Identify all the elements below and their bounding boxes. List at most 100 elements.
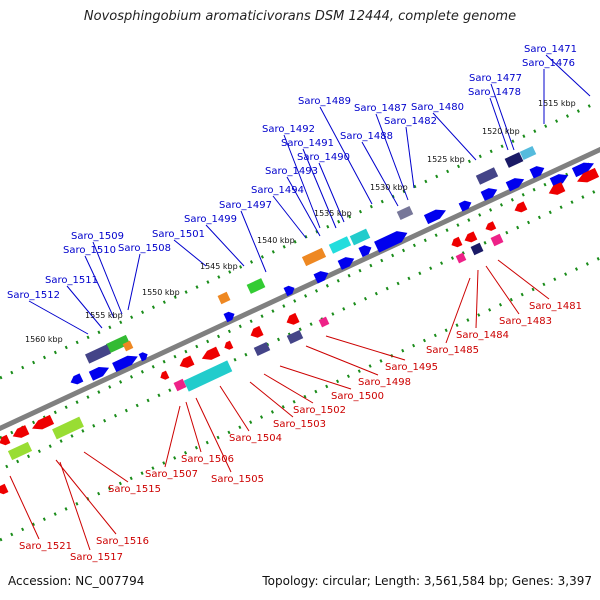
forward-gene-arrow <box>223 311 235 323</box>
upper-leader-line <box>240 210 267 273</box>
upper-gene-label: Saro_1489 <box>298 96 351 107</box>
forward-gene-arrow <box>374 231 408 253</box>
lower-leader-line <box>9 475 40 540</box>
lower-gene-label: Saro_1517 <box>70 552 123 563</box>
feature-box <box>519 145 537 161</box>
upper-leader-line <box>28 300 89 335</box>
lower-leader-line <box>485 265 520 315</box>
lower-leader-line <box>185 401 202 453</box>
scale-label: 1520 kbp <box>482 127 520 136</box>
forward-gene-arrow <box>358 245 372 258</box>
feature-box <box>286 329 304 345</box>
upper-leader-line <box>286 176 321 237</box>
upper-leader-line <box>318 162 345 223</box>
scale-label: 1550 kbp <box>142 288 180 297</box>
lower-leader-line <box>249 381 294 418</box>
lower-gene-label: Saro_1485 <box>426 345 479 356</box>
upper-gene-label: Saro_1508 <box>118 243 171 254</box>
upper-leader-line <box>127 253 141 311</box>
scale-label: 1535 kbp <box>314 209 352 218</box>
upper-leader-line <box>66 285 103 329</box>
upper-leader-line <box>489 97 509 151</box>
upper-gene-label: Saro_1471 <box>524 44 577 55</box>
lower-leader-line <box>219 385 250 432</box>
leader-layer <box>9 54 591 551</box>
upper-leader-line <box>545 54 591 97</box>
lower-gene-label: Saro_1503 <box>273 419 326 430</box>
track-dots <box>0 100 599 380</box>
lower-leader-line <box>83 451 129 483</box>
scale-label: 1515 kbp <box>538 99 576 108</box>
lower-gene-label: Saro_1502 <box>293 405 346 416</box>
lower-leader-line <box>475 269 479 329</box>
upper-leader-line <box>272 195 307 239</box>
feature-box <box>122 340 134 352</box>
upper-gene-label: Saro_1480 <box>411 102 464 113</box>
reverse-gene-arrow <box>32 414 55 430</box>
lower-leader-line <box>263 373 314 404</box>
forward-gene-arrow <box>337 257 355 270</box>
feature-box <box>7 441 33 461</box>
reverse-gene-arrow <box>485 221 497 231</box>
upper-gene-label: Saro_1497 <box>219 200 272 211</box>
upper-gene-label: Saro_1501 <box>152 229 205 240</box>
upper-leader-line <box>84 255 115 319</box>
upper-leader-line <box>173 239 207 267</box>
upper-gene-label: Saro_1494 <box>251 185 304 196</box>
upper-gene-label: Saro_1476 <box>522 58 575 69</box>
feature-box <box>396 205 414 221</box>
backbone-line <box>0 146 600 432</box>
lower-leader-line <box>164 405 181 468</box>
lower-gene-label: Saro_1495 <box>385 362 438 373</box>
lower-gene-label: Saro_1498 <box>358 377 411 388</box>
feature-box <box>301 247 327 267</box>
feature-box <box>455 252 467 264</box>
reverse-gene-arrow <box>577 167 600 183</box>
lower-leader-line <box>305 345 379 376</box>
feature-box <box>475 167 499 185</box>
scale-label: 1530 kbp <box>370 183 408 192</box>
feature-box <box>217 291 231 305</box>
upper-gene-label: Saro_1478 <box>468 87 521 98</box>
feature-box <box>183 360 233 392</box>
forward-gene-arrow <box>571 162 594 178</box>
lower-leader-line <box>59 461 91 551</box>
summary-text: Topology: circular; Length: 3,561,584 bp… <box>262 574 592 588</box>
feature-box <box>490 233 504 247</box>
reverse-gene-arrow <box>179 355 195 368</box>
upper-leader-line <box>302 148 337 229</box>
lower-gene-label: Saro_1507 <box>145 469 198 480</box>
upper-leader-line <box>92 241 123 315</box>
feature-box <box>52 416 84 440</box>
lower-gene-label: Saro_1500 <box>331 391 384 402</box>
upper-gene-label: Saro_1511 <box>45 275 98 286</box>
forward-gene-arrow <box>112 355 138 373</box>
upper-leader-line <box>405 126 415 189</box>
upper-leader-line <box>319 106 373 205</box>
upper-leader-line <box>283 134 321 229</box>
track-layer <box>0 100 600 542</box>
feature-box <box>470 242 484 256</box>
forward-gene-arrow <box>70 373 84 385</box>
upper-gene-label: Saro_1490 <box>297 152 350 163</box>
reverse-gene-arrow <box>0 434 11 446</box>
forward-gene-arrow <box>549 174 569 188</box>
upper-gene-label: Saro_1510 <box>63 245 116 256</box>
lower-leader-line <box>445 277 471 344</box>
lower-leader-line <box>195 397 232 473</box>
feature-box <box>246 278 266 294</box>
feature-box <box>105 334 131 354</box>
lower-gene-label: Saro_1506 <box>181 454 234 465</box>
upper-gene-label: Saro_1493 <box>265 166 318 177</box>
upper-gene-label: Saro_1491 <box>281 138 334 149</box>
upper-leader-line <box>375 113 409 201</box>
forward-gene-arrow <box>423 209 446 225</box>
upper-gene-label: Saro_1499 <box>184 214 237 225</box>
upper-gene-label: Saro_1509 <box>71 231 124 242</box>
feature-layer <box>0 145 600 495</box>
reverse-gene-arrow <box>514 201 528 213</box>
upper-leader-line <box>432 112 477 161</box>
upper-leader-line <box>490 83 515 151</box>
forward-gene-arrow <box>283 285 295 297</box>
